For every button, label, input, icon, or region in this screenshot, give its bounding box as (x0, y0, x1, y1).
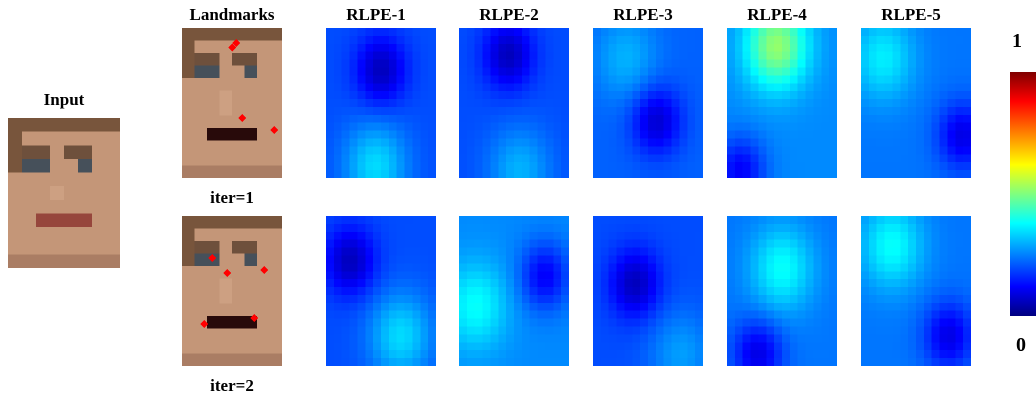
rlpe-4-column-header: RLPE-4 (747, 5, 807, 24)
landmark-marker (208, 254, 216, 262)
heatmap-iter-1-rlpe-3 (593, 28, 703, 178)
landmark-marker (228, 43, 236, 52)
heatmap-iter-2-rlpe-4 (727, 216, 837, 366)
landmarks-column-header: Landmarks (189, 5, 275, 24)
landmarks-image-iter-2 (182, 216, 282, 366)
landmark-marker (238, 114, 246, 122)
heatmap-iter-1-rlpe-2 (459, 28, 569, 178)
heatmap-iter-2-rlpe-5 (861, 216, 971, 366)
landmark-marker (223, 269, 231, 277)
landmark-marker (232, 39, 240, 47)
landmark-marker (270, 126, 278, 134)
colorbar-max-label: 1 (1012, 30, 1022, 52)
landmarks-image-iter-1 (182, 28, 282, 178)
landmark-marker (260, 266, 268, 274)
heatmap-iter-1-rlpe-1 (326, 28, 436, 178)
colorbar-min-label: 0 (1016, 334, 1026, 356)
input-face-image (8, 118, 120, 268)
rlpe-3-column-header: RLPE-3 (613, 5, 673, 24)
rlpe-1-column-header: RLPE-1 (346, 5, 406, 24)
landmark-marker (250, 314, 258, 322)
heatmap-iter-2-rlpe-3 (593, 216, 703, 366)
heatmap-iter-1-rlpe-5 (861, 28, 971, 178)
rlpe-5-column-header: RLPE-5 (881, 5, 941, 24)
colorbar (1010, 72, 1036, 316)
heatmap-iter-1-rlpe-4 (727, 28, 837, 178)
heatmap-iter-2-rlpe-1 (326, 216, 436, 366)
rlpe-2-column-header: RLPE-2 (479, 5, 539, 24)
landmark-marker (200, 320, 208, 328)
heatmap-iter-2-rlpe-2 (459, 216, 569, 366)
input-label: Input (43, 90, 85, 109)
iter-1-label: iter=1 (210, 188, 254, 207)
iter-2-label: iter=2 (210, 376, 254, 395)
